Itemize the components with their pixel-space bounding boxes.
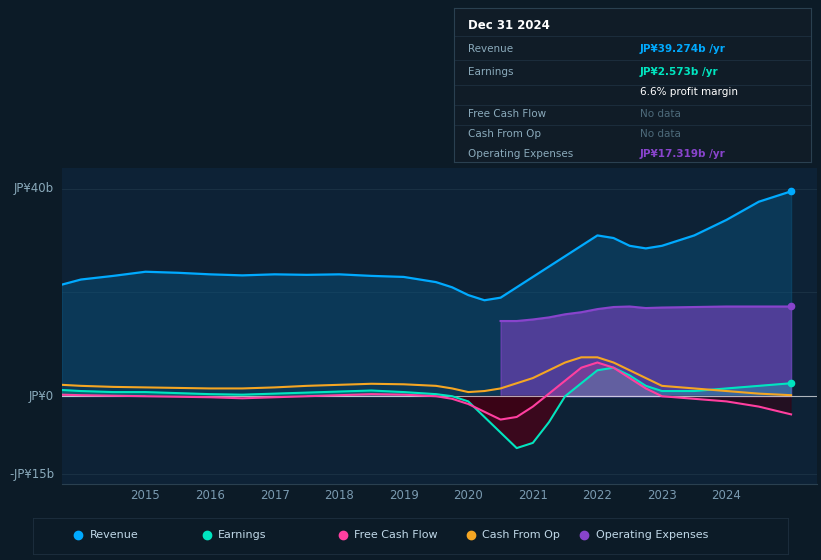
Text: Cash From Op: Cash From Op: [482, 530, 560, 540]
Text: Cash From Op: Cash From Op: [468, 129, 541, 139]
Text: No data: No data: [640, 129, 681, 139]
Text: JP¥17.319b /yr: JP¥17.319b /yr: [640, 149, 726, 159]
Text: Revenue: Revenue: [468, 44, 513, 54]
Text: 6.6% profit margin: 6.6% profit margin: [640, 87, 738, 97]
Text: JP¥40b: JP¥40b: [14, 182, 54, 195]
Text: Revenue: Revenue: [89, 530, 138, 540]
Text: Dec 31 2024: Dec 31 2024: [468, 19, 550, 32]
Text: JP¥0: JP¥0: [29, 390, 54, 403]
Text: Earnings: Earnings: [468, 67, 514, 77]
Text: JP¥2.573b /yr: JP¥2.573b /yr: [640, 67, 718, 77]
Text: No data: No data: [640, 109, 681, 119]
Text: Operating Expenses: Operating Expenses: [595, 530, 708, 540]
Text: Earnings: Earnings: [218, 530, 266, 540]
Text: Free Cash Flow: Free Cash Flow: [354, 530, 438, 540]
Text: Operating Expenses: Operating Expenses: [468, 149, 574, 159]
Text: -JP¥15b: -JP¥15b: [9, 468, 54, 480]
Text: JP¥39.274b /yr: JP¥39.274b /yr: [640, 44, 726, 54]
Text: Free Cash Flow: Free Cash Flow: [468, 109, 547, 119]
